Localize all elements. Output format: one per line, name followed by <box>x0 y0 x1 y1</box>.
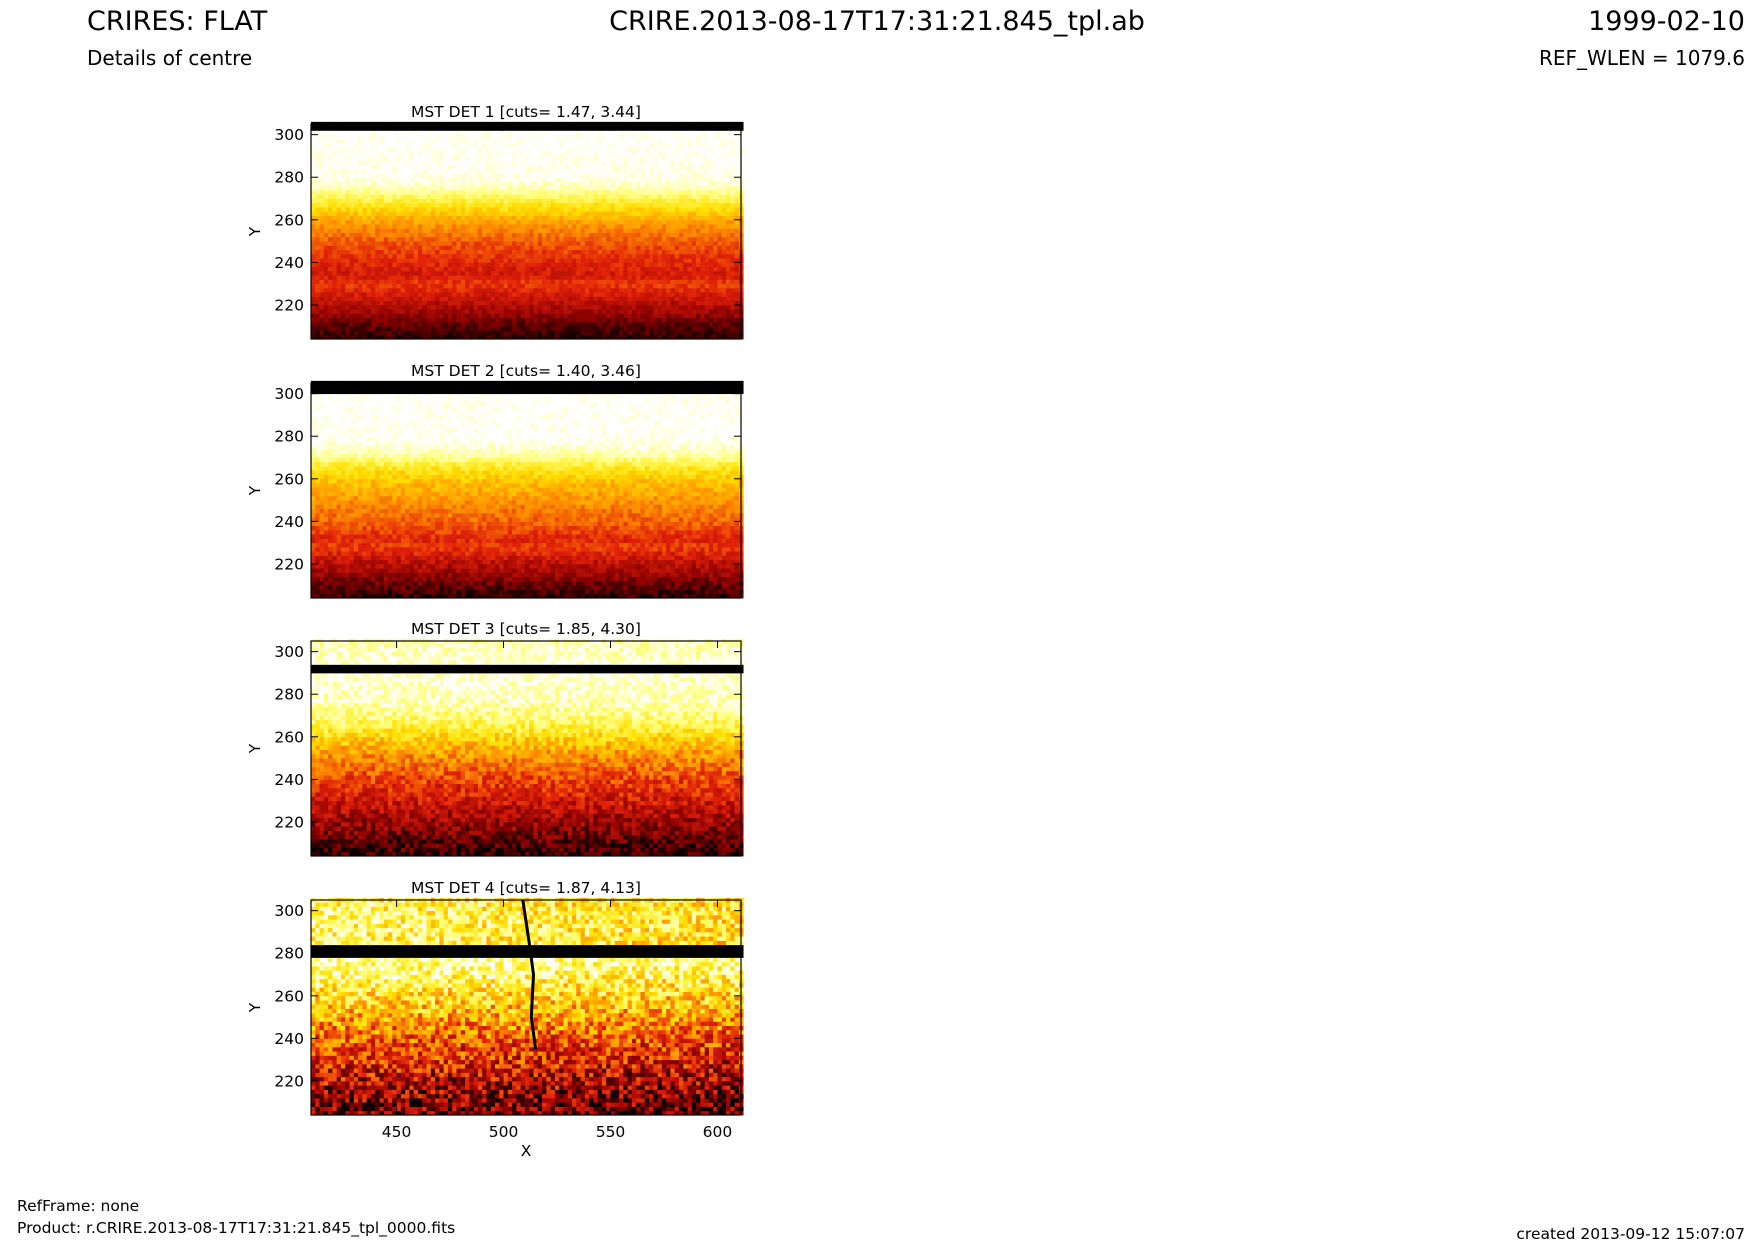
y-tick-label: 260 <box>274 728 304 746</box>
panel-frame <box>310 899 742 1116</box>
footer-refframe: RefFrame: none <box>17 1197 139 1215</box>
x-tick-label: 550 <box>596 1123 626 1141</box>
subtitle-right: REF_WLEN = 1079.6 <box>1539 46 1745 70</box>
y-tick-label: 280 <box>274 428 304 446</box>
panel-title: MST DET 3 [cuts= 1.85, 4.30] <box>411 620 641 638</box>
panel-frame <box>310 123 742 340</box>
heatmap-image <box>311 638 744 857</box>
x-axis-label: X <box>521 1142 532 1160</box>
panel-title: MST DET 2 [cuts= 1.40, 3.46] <box>411 362 641 380</box>
x-tick-label: 500 <box>489 1123 519 1141</box>
footer-product: Product: r.CRIRE.2013-08-17T17:31:21.845… <box>17 1219 455 1237</box>
y-tick-label: 240 <box>274 513 304 531</box>
y-tick-label: 240 <box>274 254 304 272</box>
y-tick-label: 300 <box>274 126 304 144</box>
heatmap-image <box>311 897 744 1116</box>
panel-title: MST DET 4 [cuts= 1.87, 4.13] <box>411 879 641 897</box>
y-tick-label: 220 <box>274 813 304 831</box>
heatmap-image <box>311 380 744 599</box>
y-axis-label: Y <box>246 1002 264 1013</box>
x-tick-label: 450 <box>382 1123 412 1141</box>
panel-frame <box>310 382 742 599</box>
panel-det-2: MST DET 2 [cuts= 1.40, 3.46] 220 240 260 280… <box>246 362 744 599</box>
y-axis-label: Y <box>246 226 264 237</box>
title-left: CRIRES: FLAT <box>87 6 267 37</box>
y-tick-label: 300 <box>274 643 304 661</box>
y-tick-label: 280 <box>274 945 304 963</box>
detector-crack <box>521 899 538 1050</box>
y-tick-label: 240 <box>274 771 304 789</box>
x-tick-label: 600 <box>703 1123 733 1141</box>
panel-frame <box>310 640 742 857</box>
title-center: CRIRE.2013-08-17T17:31:21.845_tpl.ab <box>609 6 1145 37</box>
heatmap-image <box>311 121 744 340</box>
panel-det-4: MST DET 4 [cuts= 1.87, 4.13] 220 240 260 280… <box>246 879 744 1160</box>
y-tick-label: 220 <box>274 296 304 314</box>
y-tick-label: 260 <box>274 470 304 488</box>
footer-created: created 2013-09-12 15:07:07 <box>1516 1225 1745 1243</box>
y-tick-label: 280 <box>274 169 304 187</box>
y-axis-label: Y <box>246 485 264 496</box>
y-axis-label: Y <box>246 743 264 754</box>
y-tick-label: 260 <box>274 987 304 1005</box>
panel-title: MST DET 1 [cuts= 1.47, 3.44] <box>411 103 641 121</box>
y-tick-label: 220 <box>274 555 304 573</box>
y-tick-label: 220 <box>274 1072 304 1090</box>
panel-det-3: MST DET 3 [cuts= 1.85, 4.30] 220 240 260 280… <box>246 620 744 857</box>
y-tick-label: 240 <box>274 1030 304 1048</box>
y-tick-label: 280 <box>274 686 304 704</box>
y-tick-label: 260 <box>274 211 304 229</box>
title-right: 1999-02-10 <box>1588 6 1745 37</box>
y-tick-label: 300 <box>274 902 304 920</box>
y-tick-label: 300 <box>274 385 304 403</box>
subtitle-left: Details of centre <box>87 46 252 70</box>
panel-det-1: MST DET 1 [cuts= 1.47, 3.44] 220 240 260 280… <box>246 103 744 340</box>
